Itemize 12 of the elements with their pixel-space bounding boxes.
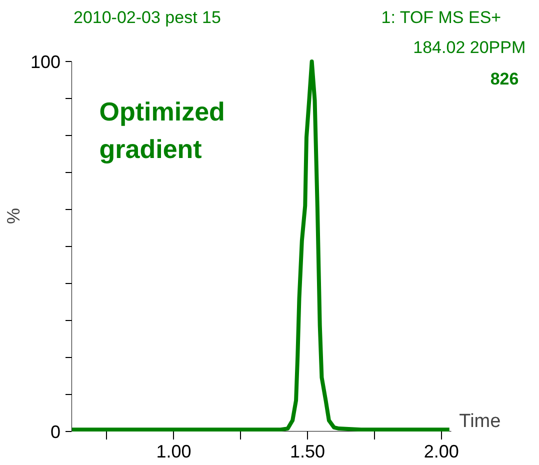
chart-title: 2010-02-03 pest 15 [73,8,221,27]
x-axis-title: Time [459,411,501,432]
y-tick-label: 0 [50,422,61,442]
y-tick-label: 100 [30,52,61,72]
text: 184.02 20PPM [413,38,526,57]
x-tick-label: 2.00 [424,442,459,462]
chart-subtitle: 1: TOF MS ES+ [381,8,502,27]
text: 826 [490,70,519,88]
x-tick-label: 1.00 [156,442,192,462]
y-axis-title: % [3,208,24,224]
x-tick-label: 1.50 [290,442,326,462]
annotation: Optimized gradient [99,96,225,164]
